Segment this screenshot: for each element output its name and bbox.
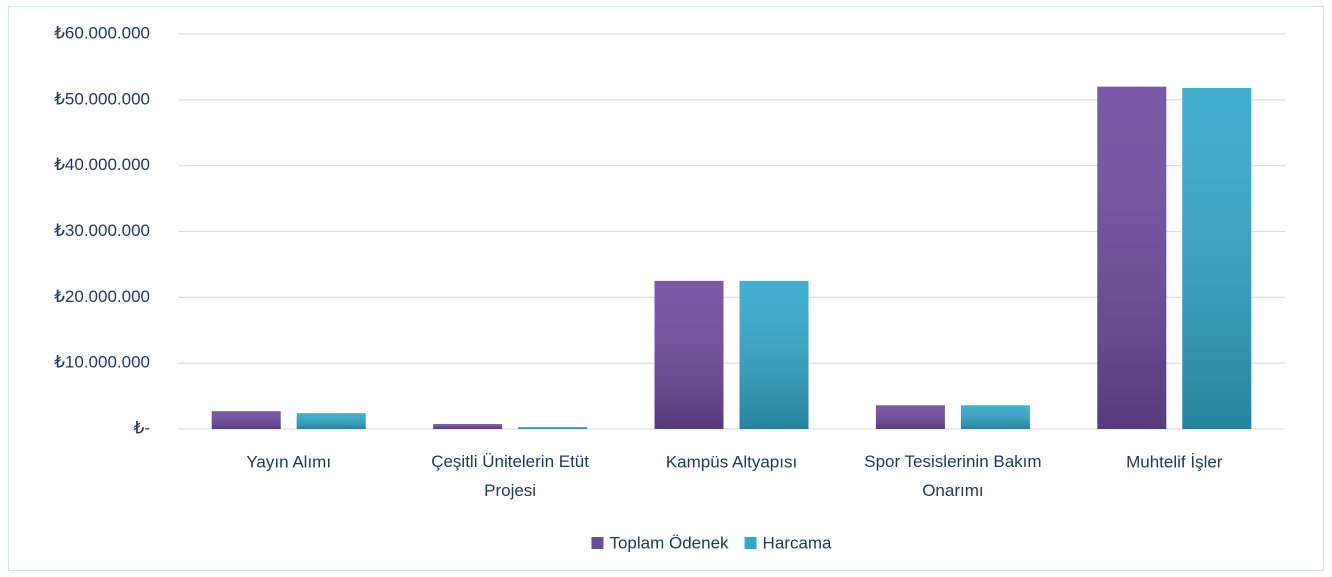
legend-label: Harcama — [763, 533, 833, 552]
bar — [296, 413, 366, 429]
bar — [518, 427, 588, 429]
x-tick-label: Muhtelif İşler — [1126, 452, 1223, 471]
x-tick-label: Yayın Alımı — [246, 452, 331, 471]
bar — [875, 405, 945, 429]
x-tick-label: Spor Tesislerinin Bakım Onarımı — [864, 452, 1041, 500]
y-tick-label: ₺50.000.000 — [54, 89, 150, 108]
y-tick-label: ₺10.000.000 — [54, 353, 150, 372]
bar — [1182, 87, 1252, 429]
bar — [739, 280, 809, 429]
bar — [960, 405, 1030, 429]
y-tick-label: ₺40.000.000 — [54, 155, 150, 174]
bar — [211, 411, 281, 429]
bar — [433, 424, 503, 429]
x-tick-label: Kampüs Altyapısı — [666, 452, 797, 471]
legend-swatch — [591, 537, 604, 549]
bar — [654, 280, 724, 429]
y-tick-label: ₺60.000.000 — [54, 23, 150, 42]
legend-label: Toplam Ödenek — [609, 533, 729, 552]
y-tick-label: ₺30.000.000 — [54, 221, 150, 240]
y-tick-label: ₺20.000.000 — [54, 287, 150, 306]
legend-swatch — [744, 537, 757, 549]
bar — [1097, 86, 1167, 430]
y-tick-label: ₺- — [134, 418, 150, 437]
x-tick-label: Çeşitli Ünitelerin Etüt Projesi — [431, 452, 589, 500]
